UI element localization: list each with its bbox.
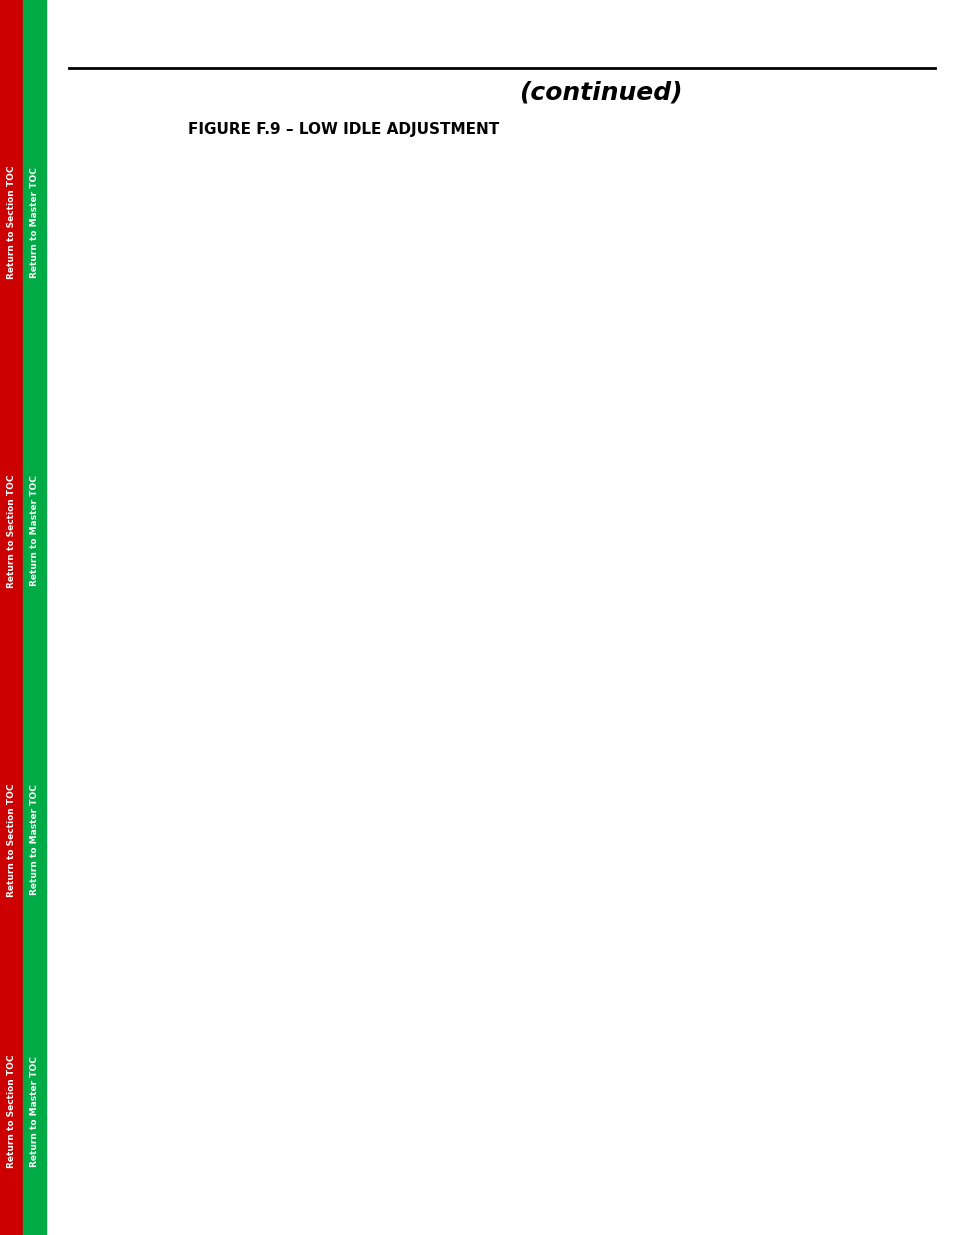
Text: ELECTRIC: ELECTRIC [460,1176,500,1184]
Text: Return to Master TOC: Return to Master TOC [30,167,39,278]
FancyBboxPatch shape [420,1125,533,1203]
Text: LINCOLN: LINCOLN [448,1142,489,1153]
Circle shape [656,306,682,325]
Text: FIGURE F.9 – LOW IDLE ADJUSTMENT: FIGURE F.9 – LOW IDLE ADJUSTMENT [188,122,498,137]
Text: (continued): (continued) [518,80,682,105]
Polygon shape [191,309,229,358]
Bar [641,185,832,333]
Circle shape [819,306,845,325]
Circle shape [387,400,517,489]
Polygon shape [221,309,242,338]
Bar [436,1163,522,1195]
Circle shape [761,185,848,245]
Text: Return to Section TOC: Return to Section TOC [7,783,16,897]
Text: Return to Master TOC: Return to Master TOC [30,475,39,587]
Bar [370,185,859,389]
Circle shape [656,169,682,188]
Text: Return to Section TOC: Return to Section TOC [7,165,16,279]
Text: ®: ® [511,1132,516,1137]
Text: Return to Master TOC: Return to Master TOC [30,1056,39,1167]
Polygon shape [343,370,886,519]
FancyBboxPatch shape [93,306,193,422]
Polygon shape [615,252,734,293]
FancyBboxPatch shape [414,178,571,285]
Text: Return to Master TOC: Return to Master TOC [30,784,39,895]
Bar [425,1131,511,1163]
Text: Return to Section TOC: Return to Section TOC [7,474,16,588]
Text: Return to Section TOC: Return to Section TOC [7,1055,16,1168]
Circle shape [819,169,845,188]
